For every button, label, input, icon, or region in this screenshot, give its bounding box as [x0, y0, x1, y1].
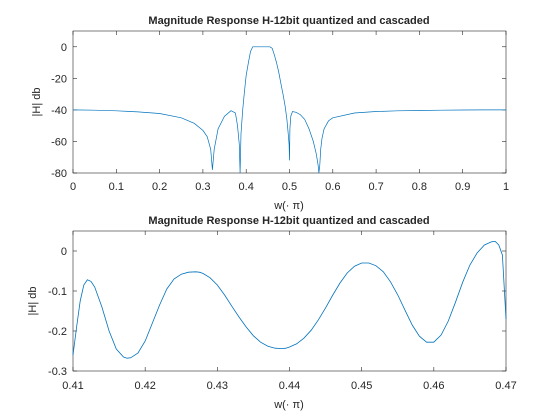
x-tick-label: 0.8: [412, 181, 427, 193]
y-tick-label: -20: [51, 73, 67, 85]
y-tick-label: -0.2: [48, 326, 67, 338]
y-tick-label: -60: [51, 136, 67, 148]
x-tick-label: 0.1: [109, 181, 124, 193]
upper-series-line: [72, 46, 506, 174]
x-tick-label: 0.47: [495, 380, 516, 392]
lower-ticks: 0.41 0.42 0.43 0.44 0.45 0.46 0.47 0 -0.1 -0.2 -0.…: [48, 231, 517, 392]
y-tick-label: 0: [61, 42, 67, 54]
x-tick-label: 0.42: [134, 380, 155, 392]
x-tick-label: 0.2: [152, 181, 167, 193]
lower-series-line: [72, 240, 507, 359]
y-tick-label: 0: [61, 246, 67, 258]
upper-axes: Magnitude Response H-12bit quantized and…: [31, 15, 509, 212]
y-tick-label: -0.3: [48, 366, 67, 378]
y-tick-label: -0.1: [48, 286, 67, 298]
x-tick-label: 0.7: [368, 181, 383, 193]
x-tick-label: 0.6: [325, 181, 340, 193]
lower-title: Magnitude Response H-12bit quantized and…: [148, 215, 429, 227]
x-tick-label: 0.45: [351, 380, 372, 392]
x-tick-label: 0.9: [455, 181, 470, 193]
x-tick-label: 0: [70, 181, 76, 193]
upper-x-axis-label: w(· π): [273, 200, 304, 212]
x-tick-label: 0.4: [239, 181, 254, 193]
lower-axes: Magnitude Response H-12bit quantized and…: [27, 215, 517, 411]
x-tick-label: 0.43: [207, 380, 228, 392]
y-tick-label: -40: [51, 105, 67, 117]
x-tick-label: 0.5: [282, 181, 297, 193]
y-tick-label: -80: [51, 168, 67, 180]
upper-ticks: 0 0.1 0.2 0.3 0.4 0.5 0.6 0.7 0.8 0.9 1 0 -20 -40 -60 -…: [51, 31, 509, 193]
upper-title: Magnitude Response H-12bit quantized and…: [148, 15, 429, 27]
upper-y-axis-label: |H| db: [31, 88, 43, 117]
x-tick-label: 0.46: [423, 380, 444, 392]
x-tick-label: 0.41: [62, 380, 83, 392]
x-tick-label: 0.44: [279, 380, 300, 392]
x-tick-label: 0.3: [195, 181, 210, 193]
lower-plot-frame: [72, 230, 507, 372]
lower-y-axis-label: |H| db: [27, 287, 39, 316]
x-tick-label: 1: [503, 181, 509, 193]
lower-x-axis-label: w(· π): [273, 399, 304, 411]
